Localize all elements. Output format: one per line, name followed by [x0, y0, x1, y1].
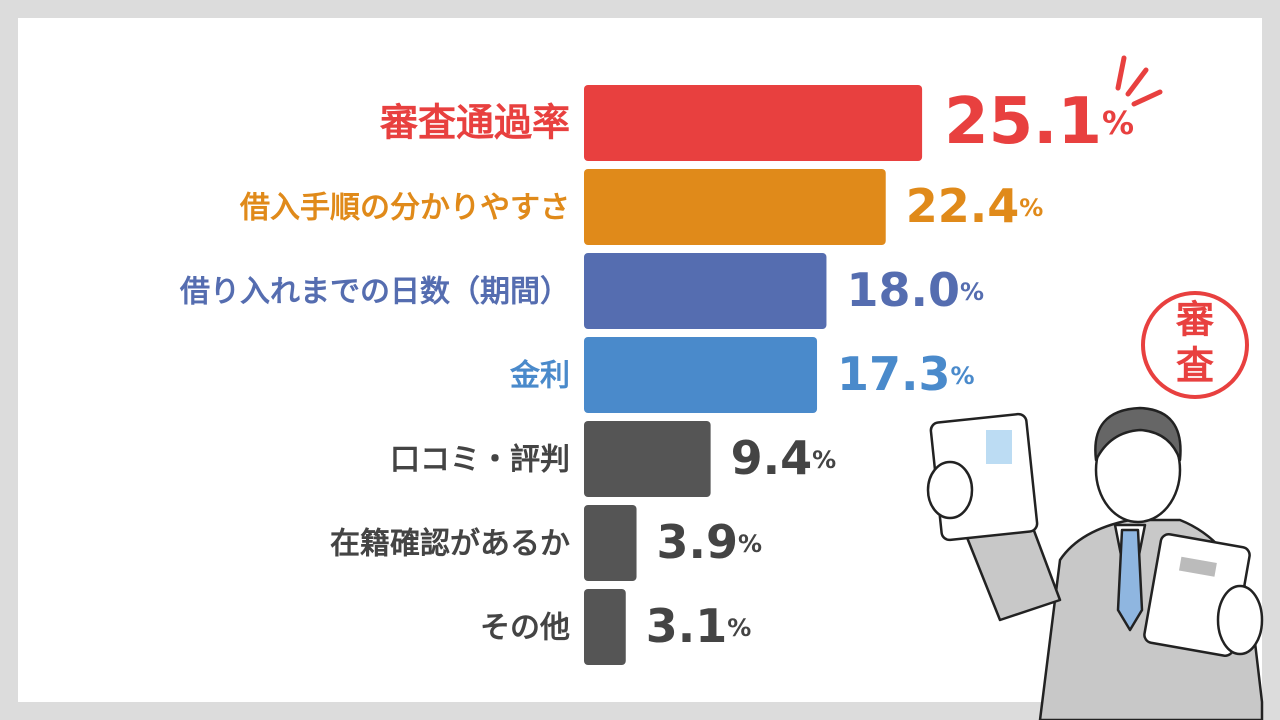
stamp-text: 査	[1176, 344, 1214, 388]
category-label: 在籍確認があるか	[330, 527, 570, 562]
emphasis-lines	[1115, 55, 1163, 107]
bar	[584, 589, 626, 665]
bar	[584, 337, 818, 413]
value-label: 25.1%	[944, 85, 1134, 159]
value-label: 17.3%	[837, 347, 975, 401]
bar	[584, 169, 886, 245]
category-label: 借入手順の分かりやすさ	[239, 191, 570, 226]
bar	[584, 253, 827, 329]
category-label: その他	[480, 611, 570, 646]
category-label: 審査通過率	[379, 101, 570, 145]
category-label: 金利	[509, 359, 570, 394]
value-label: 3.1%	[646, 599, 752, 653]
stamp-text: 審	[1175, 298, 1215, 342]
bar	[584, 421, 711, 497]
stamp: 審 査	[1141, 291, 1249, 399]
category-label: 口コミ・評判	[390, 443, 570, 478]
value-label: 3.9%	[657, 515, 763, 569]
value-label: 22.4%	[906, 179, 1044, 233]
category-label: 借り入れまでの日数（期間）	[179, 275, 570, 310]
value-label: 9.4%	[731, 431, 837, 485]
person	[926, 406, 1264, 720]
value-label: 18.0%	[846, 263, 984, 317]
bar	[584, 505, 637, 581]
bar	[584, 85, 923, 161]
